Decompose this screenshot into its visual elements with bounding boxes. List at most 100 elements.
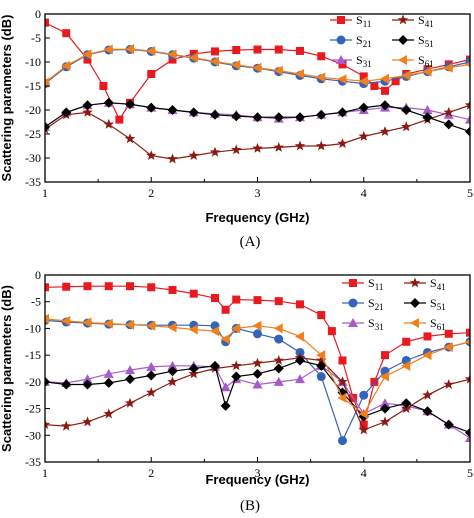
x-tick-label: 3 bbox=[255, 466, 261, 480]
data-point-s11-21 bbox=[402, 337, 411, 346]
data-point-s61-17 bbox=[380, 371, 389, 382]
data-point-s51-6 bbox=[167, 366, 178, 377]
data-point-s31-17 bbox=[380, 398, 390, 408]
data-point-s51-8 bbox=[210, 109, 220, 120]
data-point-s51-11 bbox=[252, 368, 263, 379]
data-point-s51-19 bbox=[443, 119, 454, 130]
data-point-s21-16 bbox=[359, 390, 369, 400]
legend-marker-s61 bbox=[398, 55, 407, 65]
y-tick-label: -15 bbox=[25, 348, 41, 362]
data-point-s41-4 bbox=[124, 397, 136, 408]
data-point-s51-12 bbox=[273, 363, 284, 374]
data-point-s61-3 bbox=[103, 318, 113, 329]
y-tick-label: 0 bbox=[35, 7, 41, 21]
x-tick-label: 5 bbox=[467, 466, 473, 480]
legend-label-s21: S21 bbox=[368, 296, 384, 312]
data-point-s11-0 bbox=[45, 283, 49, 292]
data-point-s41-10 bbox=[252, 357, 263, 368]
legend-label-sub: 21 bbox=[375, 302, 384, 312]
x-tick-label: 1 bbox=[42, 186, 48, 200]
data-point-s41-12 bbox=[294, 140, 306, 151]
y-axis-label: Scattering parameters (dB) bbox=[0, 15, 14, 182]
data-point-s11-12 bbox=[274, 45, 283, 54]
legend-label-sub: 31 bbox=[363, 59, 372, 69]
legend-marker-s31 bbox=[348, 318, 358, 327]
data-point-s61-16 bbox=[380, 73, 389, 84]
data-point-s11-0 bbox=[45, 18, 49, 27]
data-point-s51-20 bbox=[443, 419, 454, 430]
data-point-s51-2 bbox=[82, 100, 93, 111]
data-point-s61-10 bbox=[252, 62, 262, 73]
legend-label-main: S bbox=[356, 53, 363, 67]
data-point-s11-6 bbox=[168, 285, 177, 294]
data-point-s61-21 bbox=[465, 339, 470, 345]
legend-label-s51: S51 bbox=[430, 296, 446, 312]
data-point-s51-4 bbox=[125, 374, 135, 385]
data-point-s41-5 bbox=[146, 150, 157, 160]
data-point-s61-5 bbox=[146, 45, 156, 56]
data-point-s41-0 bbox=[45, 419, 51, 429]
data-point-s11-24 bbox=[466, 328, 470, 337]
data-point-s31-4 bbox=[125, 365, 135, 375]
data-point-s51-13 bbox=[295, 355, 305, 366]
data-point-s41-5 bbox=[146, 387, 157, 397]
data-point-s11-5 bbox=[147, 283, 156, 292]
data-point-s41-16 bbox=[379, 126, 391, 136]
data-point-s41-2 bbox=[82, 106, 93, 117]
data-point-s11-18 bbox=[381, 86, 389, 95]
data-point-s31-20 bbox=[465, 114, 470, 124]
x-tick-label: 2 bbox=[148, 186, 154, 200]
data-point-s61-9 bbox=[231, 59, 241, 70]
legend-marker-s31 bbox=[336, 55, 346, 64]
data-point-s41-9 bbox=[231, 360, 242, 371]
data-point-s41-8 bbox=[209, 146, 221, 157]
y-tick-label: -25 bbox=[25, 402, 41, 416]
legend-label-s51: S51 bbox=[418, 33, 434, 49]
y-tick-label: -5 bbox=[31, 295, 41, 309]
series-group bbox=[45, 282, 470, 446]
data-point-s11-2 bbox=[83, 55, 92, 64]
legend-label-s41: S41 bbox=[430, 276, 446, 292]
panel-label: (B) bbox=[240, 498, 260, 514]
data-point-s51-5 bbox=[146, 370, 157, 381]
legend-label-main: S bbox=[368, 296, 375, 310]
legend-label-s21: S21 bbox=[356, 33, 372, 49]
data-point-s11-12 bbox=[274, 297, 283, 306]
x-axis-label: Frequency (GHz) bbox=[205, 472, 309, 487]
data-point-s41-14 bbox=[337, 376, 348, 387]
legend-label-main: S bbox=[430, 296, 437, 310]
data-point-s11-7 bbox=[168, 55, 177, 64]
data-point-s41-10 bbox=[252, 142, 263, 153]
legend-label-sub: 51 bbox=[437, 302, 446, 312]
data-point-s11-14 bbox=[317, 311, 326, 320]
data-point-s51-10 bbox=[252, 112, 263, 123]
legend-label-sub: 41 bbox=[437, 282, 446, 292]
data-point-s31-3 bbox=[103, 368, 114, 378]
data-point-s51-14 bbox=[316, 360, 327, 371]
x-tick-label: 3 bbox=[255, 186, 261, 200]
legend-label-s11: S11 bbox=[356, 13, 371, 29]
data-point-s41-17 bbox=[401, 121, 412, 132]
chart-panel-1: 1 2 3 4 5 0 -5 -10 -15 -20 -25 -30 -35 Frequency (GHz… bbox=[0, 7, 473, 250]
data-point-s61-11 bbox=[273, 65, 283, 76]
data-point-s11-10 bbox=[232, 295, 241, 304]
data-point-s51-1 bbox=[61, 107, 72, 118]
y-tick-label: -25 bbox=[25, 127, 41, 141]
data-point-s31-2 bbox=[82, 374, 93, 384]
data-point-s41-16 bbox=[379, 416, 391, 427]
legend-label-sub: 21 bbox=[363, 39, 372, 49]
legend-label-sub: 11 bbox=[375, 282, 384, 292]
data-point-s51-20 bbox=[465, 126, 470, 137]
data-point-s61-0 bbox=[45, 77, 49, 88]
y-tick-label: -35 bbox=[25, 455, 41, 469]
legend-marker-s11 bbox=[337, 16, 345, 24]
legend-label-main: S bbox=[418, 53, 425, 67]
data-point-s31-9 bbox=[220, 382, 231, 392]
data-point-s41-13 bbox=[316, 140, 327, 151]
data-point-s61-19 bbox=[422, 350, 432, 361]
y-tick-label: -15 bbox=[25, 79, 41, 93]
data-point-s61-17 bbox=[401, 70, 411, 81]
data-point-s41-13 bbox=[316, 355, 327, 365]
